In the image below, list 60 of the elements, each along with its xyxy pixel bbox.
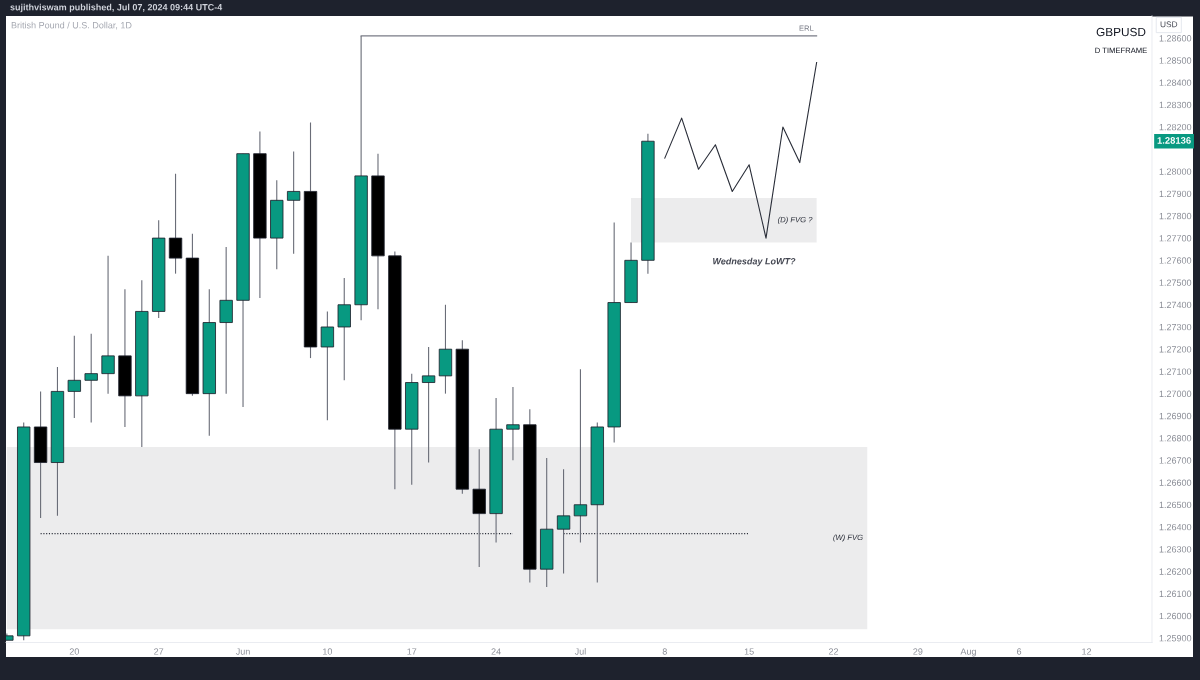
x-tick-label: 8 (662, 648, 667, 655)
candlestick (286, 150, 301, 255)
y-tick-label: 1.27600 (1159, 257, 1192, 264)
candlestick (320, 310, 335, 421)
annotation: Wednesday LoWT? (713, 257, 796, 267)
x-tick-label: 10 (323, 648, 333, 655)
y-tick-label: 1.26000 (1159, 612, 1192, 620)
y-tick-label: 1.27100 (1159, 368, 1192, 375)
candlestick (67, 335, 81, 419)
x-tick-label: 20 (69, 648, 79, 655)
y-tick-label: 1.28200 (1159, 123, 1192, 131)
y-tick-label: 1.26400 (1159, 523, 1192, 531)
y-tick-label: 1.27300 (1159, 323, 1192, 331)
y-tick-label: 1.26800 (1159, 435, 1192, 442)
annotation: 1.28136 (1157, 137, 1191, 144)
y-axis-title: USD (1160, 21, 1178, 28)
y-tick-label: 1.27900 (1159, 190, 1192, 198)
candlestick (506, 386, 520, 461)
y-tick-label: 1.27400 (1159, 301, 1192, 309)
text: sujithviswam published, Jul 07, 2024 09:44 UTC-4 (10, 3, 223, 13)
x-tick-label: 27 (154, 648, 164, 655)
y-tick-label: 1.27200 (1159, 346, 1192, 353)
candlestick (573, 368, 588, 544)
annotation: British Pound / U.S. Dollar, 1D (11, 21, 132, 30)
x-tick-label: 22 (828, 648, 839, 655)
y-tick-label: 1.26700 (1159, 457, 1192, 464)
x-tick-label: Jul (574, 648, 586, 655)
text: GBPUSD (1096, 27, 1146, 37)
y-tick-label: 1.26200 (1159, 568, 1192, 575)
x-tick-label: Jun (235, 648, 250, 655)
x-tick-label: 6 (1017, 648, 1022, 655)
x-tick-label: Aug (960, 648, 976, 657)
y-tick-label: 1.26600 (1159, 479, 1192, 486)
y-tick-label: 1.26300 (1159, 546, 1192, 553)
x-tick-label: 24 (491, 648, 501, 655)
y-tick-label: 1.26100 (1159, 590, 1192, 597)
y-tick-label: 1.28000 (1159, 168, 1192, 175)
y-tick-label: 1.26900 (1159, 412, 1192, 420)
y-tick-label: 1.27000 (1159, 390, 1192, 397)
y-tick-label: 1.28300 (1159, 101, 1192, 109)
candlestick (421, 346, 436, 464)
y-tick-label: 1.26500 (1159, 501, 1192, 509)
y-tick-label: 1.27700 (1159, 235, 1192, 242)
candlestick (101, 255, 115, 395)
candlestick (219, 246, 233, 395)
y-tick-label: 1.25900 (1159, 635, 1192, 642)
x-tick-label: 29 (913, 648, 923, 655)
y-tick-label: 1.27800 (1159, 212, 1192, 220)
candlestick (168, 173, 183, 275)
candlestick (556, 468, 571, 575)
x-tick-label: 17 (407, 648, 417, 655)
y-tick-label: 1.28500 (1159, 57, 1192, 64)
y-tick-label: 1.27500 (1159, 279, 1192, 286)
x-tick-label: 12 (1082, 648, 1092, 655)
x-tick-label: 15 (744, 648, 754, 655)
y-tick-label: 1.28400 (1159, 79, 1192, 86)
line-series (664, 62, 818, 239)
candlestick (84, 333, 98, 424)
y-tick-label: 1.28600 (1159, 35, 1192, 42)
candlestick (337, 277, 351, 381)
